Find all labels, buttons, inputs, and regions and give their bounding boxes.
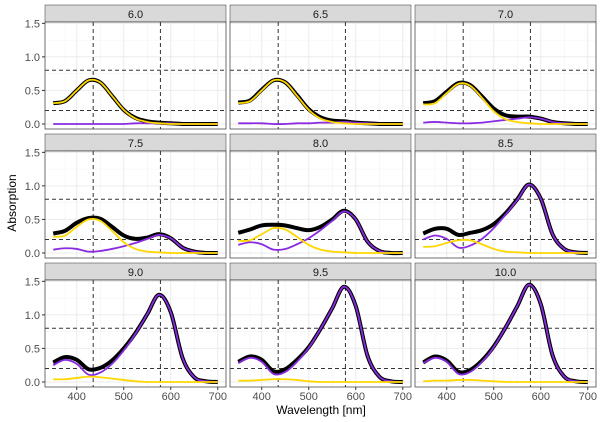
series-base-line — [238, 210, 403, 255]
series-acid-line — [423, 238, 588, 254]
panel-background — [230, 22, 411, 129]
panel-background — [230, 151, 411, 258]
facet-panel-6.0: 6.0 0.0 0.5 1.0 1.5 — [25, 4, 227, 131]
series-acid-line — [53, 218, 218, 254]
x-tick-label: 500 — [115, 391, 133, 403]
panel-background — [415, 151, 596, 258]
facet-strip-label: 6.5 — [313, 9, 328, 21]
panel-border — [414, 150, 597, 259]
facet-strip-label: 8.0 — [313, 138, 328, 150]
facet-strip-label: 7.5 — [128, 138, 143, 150]
panel-border — [44, 150, 227, 259]
panel-border — [44, 21, 227, 130]
panel-background — [45, 151, 226, 258]
series-acid-line — [423, 82, 588, 125]
y-tick-label: 1.5 — [25, 18, 40, 30]
facet-strip-label: 6.0 — [128, 9, 143, 21]
panel-border — [229, 279, 412, 388]
series-acid-line — [238, 226, 403, 254]
facet-panel-8.0: 8.0 — [229, 133, 412, 259]
facet-panel-7.5: 7.5 0.0 0.5 1.0 1.5 — [25, 133, 227, 260]
panel-border — [229, 150, 412, 259]
y-tick-label: 1.0 — [25, 310, 40, 322]
x-tick-label: 700 — [209, 391, 227, 403]
facet-panel-7.0: 7.0 — [414, 4, 597, 130]
x-tick-label: 400 — [68, 391, 86, 403]
series-acid-line — [423, 378, 588, 383]
facet-panel-9.0: 9.0 0.0 0.5 1.0 1.5 400 500 600 700 — [25, 262, 227, 403]
y-tick-label: 0.0 — [25, 119, 40, 131]
facet-panel-10.0: 10.0 400 500 600 700 — [414, 262, 597, 403]
x-tick-label: 500 — [485, 391, 503, 403]
panel-background — [230, 280, 411, 387]
y-tick-label: 0.5 — [25, 214, 40, 226]
facet-strip-label: 8.5 — [498, 138, 513, 150]
y-tick-label: 0.0 — [25, 248, 40, 260]
facet-strip-label: 7.0 — [498, 9, 513, 21]
x-tick-label: 600 — [347, 391, 365, 403]
x-tick-label: 600 — [532, 391, 550, 403]
y-axis-title: Absorption — [5, 174, 19, 232]
y-tick-label: 0.0 — [25, 377, 40, 389]
series-acid-line — [238, 78, 403, 125]
facet-panel-9.5: 9.5 400 500 600 700 — [229, 262, 412, 403]
y-tick-label: 0.5 — [25, 343, 40, 355]
facet-strip-label: 9.5 — [313, 267, 328, 279]
series-acid-line — [53, 375, 218, 383]
x-tick-label: 400 — [438, 391, 456, 403]
facet-strip-label: 9.0 — [128, 267, 143, 279]
x-tick-label: 600 — [162, 391, 180, 403]
panel-border — [229, 21, 412, 130]
x-tick-label: 400 — [253, 391, 271, 403]
facet-panel-8.5: 8.5 — [414, 133, 597, 259]
y-tick-label: 1.5 — [25, 276, 40, 288]
x-tick-label: 500 — [300, 391, 318, 403]
x-tick-label: 700 — [394, 391, 412, 403]
series-acid-line — [53, 78, 218, 125]
x-tick-label: 700 — [579, 391, 597, 403]
y-tick-label: 1.0 — [25, 181, 40, 193]
series-base-line — [237, 285, 403, 383]
panel-border — [414, 21, 597, 130]
y-tick-label: 1.5 — [25, 147, 40, 159]
panel-background — [45, 22, 226, 129]
panel-border — [44, 279, 227, 388]
panel-border — [414, 279, 597, 388]
x-axis-title: Wavelength [nm] — [276, 403, 366, 417]
series-base-line — [422, 283, 588, 383]
panel-background — [415, 22, 596, 129]
panel-background — [415, 280, 596, 387]
y-tick-label: 0.5 — [25, 85, 40, 97]
facet-strip-label: 10.0 — [495, 267, 516, 279]
series-base-line — [52, 293, 218, 383]
series-base-line — [53, 233, 218, 254]
y-tick-label: 1.0 — [25, 52, 40, 64]
facet-panel-6.5: 6.5 — [229, 4, 412, 130]
series-acid-line — [238, 378, 403, 383]
